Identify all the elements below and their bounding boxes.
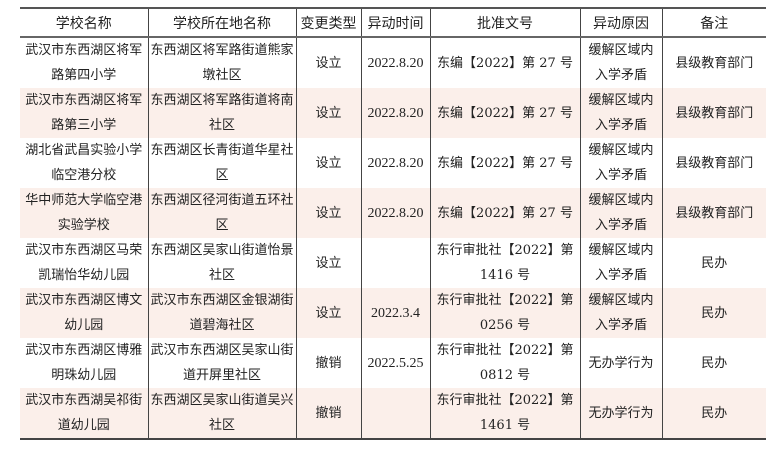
cell-location: 武汉市东西湖区金银湖街道碧海社区	[147, 288, 296, 338]
cell-note: 民办	[661, 288, 766, 338]
cell-change-type: 撤销	[295, 338, 361, 388]
cell-location: 东西湖区将军路街道熊家墩社区	[147, 37, 296, 88]
cell-school-name: 武汉市东西湖区博文幼儿园	[20, 288, 148, 338]
cell-note: 民办	[661, 238, 766, 288]
cell-change-date: 2022.3.4	[360, 288, 430, 338]
table-row: 武汉市东西湖区马荣凯瑞怡华幼儿园 东西湖区吴家山街道怡景社区 设立 东行审批社【202…	[20, 238, 766, 288]
header-approval-number: 批准文号	[429, 8, 580, 38]
cell-location: 东西湖区长青街道华星社区	[147, 138, 296, 188]
cell-reason: 缓解区域内入学矛盾	[579, 288, 662, 338]
cell-school-name: 华中师范大学临空港实验学校	[20, 188, 148, 238]
cell-change-type: 设立	[295, 138, 361, 188]
cell-school-name: 武汉市东西湖区博雅明珠幼儿园	[25, 343, 143, 383]
header-location: 学校所在地名称	[147, 8, 296, 38]
cell-school-name: 武汉市东西湖区将军路第三小学	[20, 88, 148, 138]
cell-note: 民办	[661, 338, 766, 388]
cell-reason: 无办学行为	[579, 388, 662, 439]
cell-location: 东西湖区将军路街道将南社区	[147, 88, 296, 138]
cell-location: 东西湖区径河街道五环社区	[147, 188, 296, 238]
header-reason: 异动原因	[579, 8, 662, 38]
cell-change-type: 设立	[295, 238, 361, 288]
cell-reason: 缓解区域内入学矛盾	[579, 138, 662, 188]
header-note: 备注	[661, 8, 766, 38]
cell-reason: 无办学行为	[579, 338, 662, 388]
table-row: 华中师范大学临空港实验学校 东西湖区径河街道五环社区 设立 2022.8.20 东编【2…	[20, 188, 766, 238]
cell-note: 县级教育部门	[661, 138, 766, 188]
cell-location: 东西湖区吴家山街道怡景社区	[147, 238, 296, 288]
cell-change-type: 设立	[295, 37, 361, 88]
cell-change-type: 设立	[295, 288, 361, 338]
cell-change-date: 2022.8.20	[360, 138, 430, 188]
header-school-name: 学校名称	[20, 8, 148, 38]
cell-approval-number: 东编【2022】第 27 号	[429, 138, 580, 188]
header-change-date: 异动时间	[360, 8, 430, 38]
cell-reason: 缓解区域内入学矛盾	[579, 37, 662, 88]
header-change-type: 变更类型	[295, 8, 361, 38]
cell-school-name: 武汉市东西湖区将军路第四小学	[25, 43, 143, 83]
cell-note: 县级教育部门	[661, 188, 766, 238]
cell-change-date: 2022.8.20	[360, 88, 430, 138]
cell-change-type: 设立	[295, 188, 361, 238]
header-row: 学校名称 学校所在地名称 变更类型 异动时间 批准文号 异动原因 备注	[20, 8, 766, 38]
cell-change-date: 2022.5.25	[360, 338, 430, 388]
school-change-table: 学校名称 学校所在地名称 变更类型 异动时间 批准文号 异动原因 备注 武汉市东…	[20, 7, 766, 440]
cell-change-date: 2022.8.20	[360, 37, 430, 88]
cell-approval-number: 东行审批社【2022】第 1416 号	[429, 238, 580, 288]
cell-change-date	[360, 238, 430, 288]
cell-change-type: 设立	[295, 88, 361, 138]
cell-reason: 缓解区域内入学矛盾	[579, 188, 662, 238]
cell-reason: 缓解区域内入学矛盾	[579, 238, 662, 288]
cell-school-name: 湖北省武昌实验小学临空港分校	[25, 143, 143, 183]
cell-change-date: 2022.8.20	[360, 188, 430, 238]
cell-approval-number: 东编【2022】第 27 号	[429, 37, 580, 88]
cell-approval-number: 东行审批社【2022】第 1461 号	[429, 388, 580, 439]
table-row: 武汉市东西湖区博文幼儿园 武汉市东西湖区金银湖街道碧海社区 设立 2022.3.4 东行…	[20, 288, 766, 338]
cell-approval-number: 东行审批社【2022】第 0256 号	[429, 288, 580, 338]
cell-location: 武汉市东西湖区吴家山街道开屏里社区	[147, 338, 296, 388]
cell-note: 民办	[661, 388, 766, 439]
table-row: 武汉市东西湖区将军路第三小学 东西湖区将军路街道将南社区 设立 2022.8.20 东编…	[20, 88, 766, 138]
cell-school-name: 武汉市东西湖吴祁街道幼儿园	[20, 388, 148, 439]
cell-approval-number: 东编【2022】第 27 号	[429, 88, 580, 138]
cell-approval-number: 东行审批社【2022】第 0812 号	[429, 338, 580, 388]
cell-reason: 缓解区域内入学矛盾	[579, 88, 662, 138]
cell-approval-number: 东编【2022】第 27 号	[429, 188, 580, 238]
cell-note: 县级教育部门	[661, 88, 766, 138]
table-row: 湖北省武昌实验小学临空港分校 东西湖区长青街道华星社区 设立 2022.8.20 东编【…	[20, 138, 766, 188]
table-row: 武汉市东西湖区博雅明珠幼儿园 武汉市东西湖区吴家山街道开屏里社区 撤销 2022.5.…	[20, 338, 766, 388]
cell-change-type: 撤销	[295, 388, 361, 439]
cell-location: 东西湖区吴家山街道吴兴社区	[147, 388, 296, 439]
cell-change-date	[360, 388, 430, 439]
cell-note: 县级教育部门	[661, 37, 766, 88]
table-row: 武汉市东西湖吴祁街道幼儿园 东西湖区吴家山街道吴兴社区 撤销 东行审批社【2022】第…	[20, 388, 766, 439]
cell-school-name: 武汉市东西湖区马荣凯瑞怡华幼儿园	[25, 243, 143, 283]
table-row: 武汉市东西湖区将军路第四小学 东西湖区将军路街道熊家墩社区 设立 2022.8.20 东…	[20, 37, 766, 88]
